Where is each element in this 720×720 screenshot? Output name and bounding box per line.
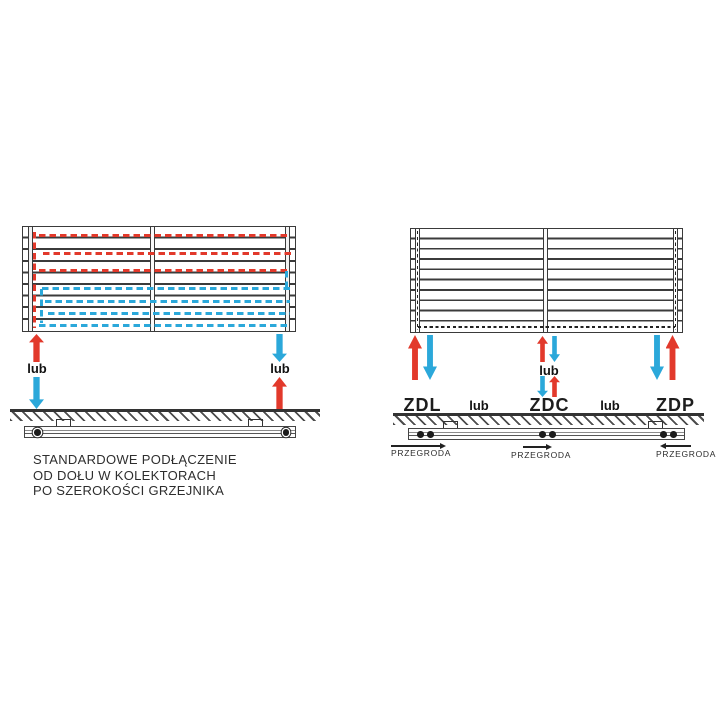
supply-arrow-up xyxy=(537,336,548,362)
rail-bracket xyxy=(248,419,263,427)
partition-leader-arrow xyxy=(523,443,552,450)
rail-bolt xyxy=(660,431,667,438)
return-arrow-down xyxy=(29,377,44,409)
caption-line: OD DOŁU W KOLEKTORACH xyxy=(33,467,217,483)
rail-bracket xyxy=(443,421,458,428)
return-arrow-down xyxy=(272,334,287,362)
return-arrow-down xyxy=(650,335,664,380)
rail-groove xyxy=(25,429,295,431)
supply-arrow-up xyxy=(408,335,422,380)
partition-label: PRZEGRODA xyxy=(656,449,717,459)
rail-groove xyxy=(409,435,684,437)
mounting-rail xyxy=(408,428,685,440)
connection-label-zdc: ZDC xyxy=(529,395,570,415)
flow-return-line xyxy=(48,312,290,315)
flow-return-line xyxy=(45,300,290,303)
or-label: lub xyxy=(469,398,489,413)
figure-caption: STANDARDOWE PODŁĄCZENIE OD DOŁU W KOLEKT… xyxy=(33,452,237,499)
rail-bracket xyxy=(56,419,71,427)
rail-groove xyxy=(25,433,295,435)
supply-arrow-up xyxy=(665,335,680,380)
or-label: lub xyxy=(270,361,290,376)
right-figure: lub ZDL lub ZDC lub ZDP PRZEGRODA xyxy=(385,224,715,474)
flow-supply-riser xyxy=(33,232,36,328)
collector-dashed-right xyxy=(674,231,677,330)
rail-groove xyxy=(409,431,684,433)
connection-label-zdp: ZDP xyxy=(656,395,695,415)
partition-leader-arrow xyxy=(391,442,446,449)
floor-line xyxy=(393,413,704,416)
radiator-right xyxy=(410,228,683,333)
or-label: lub xyxy=(27,361,47,376)
partition-label: PRZEGRODA xyxy=(511,450,572,460)
connection-label-zdl: ZDL xyxy=(403,395,442,415)
left-figure: lub lub STANDARDOWE PODŁĄCZENIE OD DOŁU … xyxy=(8,224,338,514)
supply-arrow-up xyxy=(272,377,287,409)
rail-bolt xyxy=(34,429,41,436)
partition-label: PRZEGRODA xyxy=(391,448,452,458)
flow-return-drop-right xyxy=(285,271,288,289)
flow-supply-line xyxy=(43,252,291,255)
bottom-collector-dashed xyxy=(418,325,675,328)
rail-bolt xyxy=(549,431,556,438)
center-bar xyxy=(543,229,548,332)
flow-supply-line xyxy=(39,269,289,272)
rail-bolt xyxy=(539,431,546,438)
rail-bolt xyxy=(417,431,424,438)
return-arrow-down xyxy=(423,335,437,380)
or-label: lub xyxy=(600,398,620,413)
flow-supply-line xyxy=(39,234,289,237)
supply-arrow-up xyxy=(549,376,560,397)
caption-line: PO SZEROKOŚCI GRZEJNIKA xyxy=(33,483,225,499)
floor-hatch xyxy=(10,411,320,421)
radiator-left xyxy=(22,226,296,332)
floor-hatch xyxy=(393,415,704,425)
collector-left xyxy=(28,227,33,331)
partition-leader-arrow xyxy=(660,442,691,449)
floor-line xyxy=(10,409,320,412)
center-bar xyxy=(150,227,155,331)
caption-line: STANDARDOWE PODŁĄCZENIE xyxy=(33,452,237,467)
or-label: lub xyxy=(539,363,559,378)
flow-return-line xyxy=(42,287,290,290)
rail-bolt xyxy=(670,431,677,438)
rail-bolt xyxy=(282,429,289,436)
flow-return-line xyxy=(39,324,290,327)
mounting-rail xyxy=(24,426,296,438)
flow-return-drop-left xyxy=(40,289,43,323)
return-arrow-down xyxy=(549,336,560,362)
rail-bracket xyxy=(648,421,663,428)
rail-bolt xyxy=(427,431,434,438)
collector-dashed-left xyxy=(416,231,419,330)
return-arrow-down xyxy=(537,376,548,397)
supply-arrow-up xyxy=(29,334,44,362)
